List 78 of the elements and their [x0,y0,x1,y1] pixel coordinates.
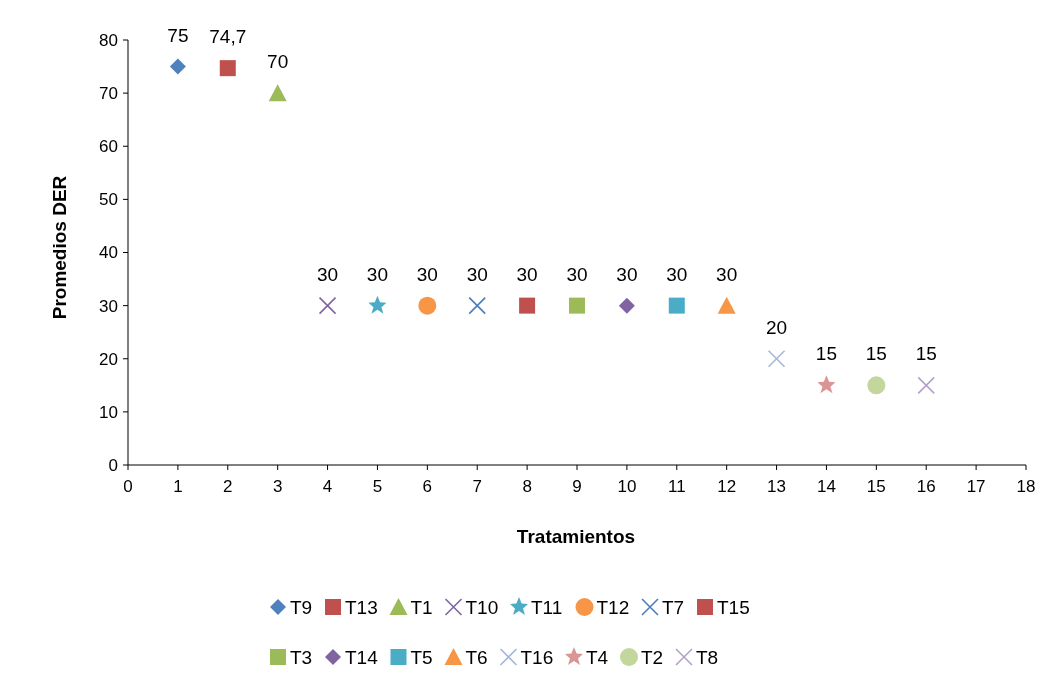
legend-label: T1 [410,596,433,618]
y-tick-label: 50 [99,190,118,210]
data-label: 70 [267,51,289,73]
x-tick-label: 12 [717,477,737,496]
point [569,297,585,314]
y-tick-label: 80 [99,30,118,50]
y-tick-label: 10 [99,402,118,422]
data-label: 30 [316,263,339,285]
data-label: 30 [716,263,738,285]
x-tick-label: 11 [667,477,686,496]
data-label: 30 [466,263,488,285]
y-tick-label: 30 [99,296,118,316]
point [767,349,786,368]
x-tick-label: 7 [472,477,482,496]
x-tick-label: 17 [966,477,986,496]
x-tick-label: 1 [173,477,183,496]
point [169,58,186,75]
x-tick-label: 5 [372,477,383,496]
legend-label: T2 [641,646,664,668]
x-tick-label: 8 [522,477,532,496]
legend-label: T14 [345,646,379,668]
data-label: 30 [666,263,688,285]
point [219,60,236,77]
legend-label: T3 [290,646,313,668]
x-tick-label: 4 [322,477,333,496]
data-label: 15 [815,343,838,365]
data-label: 30 [516,263,538,285]
point [318,296,337,315]
x-tick-label: 0 [123,477,133,496]
legend-label: T12 [596,596,630,618]
data-label: 20 [765,316,788,338]
y-tick-label: 0 [108,455,118,475]
y-axis-title: Promedios DER [49,175,70,320]
data-label: 30 [616,263,638,285]
x-tick-label: 3 [272,477,283,496]
legend-label: T6 [465,646,488,668]
point [668,297,685,314]
legend-label: T8 [696,646,719,668]
y-tick-label: 20 [99,349,118,369]
x-tick-label: 2 [223,477,233,496]
y-tick-label: 60 [99,137,118,157]
legend-label: T5 [410,646,433,668]
data-label: 75 [167,24,189,46]
point [468,296,487,315]
legend-label: T7 [662,596,685,618]
point [519,297,536,314]
x-tick-label: 16 [916,477,936,496]
x-tick-label: 18 [1016,477,1036,496]
x-tick-label: 13 [767,477,787,496]
data-label: 15 [915,343,937,365]
x-axis-title: Tratamientos [516,526,636,547]
legend-label: T16 [520,646,554,668]
x-tick-label: 15 [866,477,886,496]
data-label: 30 [566,263,588,285]
point [717,296,736,314]
point [917,376,936,395]
legend-label: T4 [586,646,609,668]
y-tick-label: 40 [99,243,118,263]
x-tick-label: 10 [617,477,637,496]
point [418,296,437,315]
x-tick-label: 9 [572,477,582,496]
data-label: 30 [416,263,438,285]
x-tick-label: 6 [422,477,433,496]
point [368,295,387,314]
y-tick-label: 70 [99,84,118,104]
data-label: 30 [366,263,389,285]
point [618,297,635,314]
legend-label: T15 [717,596,750,618]
x-tick-label: 14 [816,477,836,496]
legend-label: T11 [531,596,563,618]
point [867,376,886,395]
data-label: 15 [865,343,887,365]
legend-label: T9 [290,596,313,618]
point [268,84,287,102]
point [817,375,836,394]
data-label: 74,7 [209,26,247,48]
legend-label: T13 [345,596,378,618]
legend-label: T10 [465,596,499,618]
